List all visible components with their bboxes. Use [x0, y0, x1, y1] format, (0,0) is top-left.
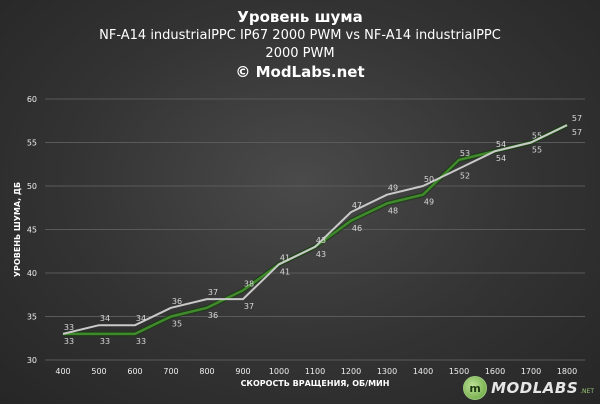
y-tick-label-6: 60: [27, 95, 37, 104]
x-tick-label-3: 700: [163, 367, 178, 376]
y-tick-label-2: 40: [27, 269, 37, 278]
series-2-data-label-0: 33: [64, 323, 74, 332]
series-2-data-label-4: 37: [208, 288, 218, 297]
x-tick-label-12: 1600: [485, 367, 505, 376]
series-2-data-label-2: 34: [136, 314, 146, 323]
series-1-data-label-9: 48: [388, 206, 398, 215]
x-tick-label-4: 800: [199, 367, 214, 376]
y-tick-label-1: 35: [27, 313, 37, 322]
chart-subtitle-line2: 2000 PWM: [265, 46, 335, 61]
series-1-data-label-10: 49: [424, 198, 434, 207]
y-axis-label: УРОВЕНЬ ШУМА, ДБ: [13, 182, 22, 277]
modlabs-logo-icon: m: [463, 376, 488, 400]
x-tick-label-0: 400: [55, 367, 70, 376]
series-2-data-label-1: 34: [100, 314, 110, 323]
series-1-data-label-7: 43: [316, 250, 326, 259]
x-tick-label-10: 1400: [413, 367, 433, 376]
y-tick-label-4: 50: [27, 182, 37, 191]
series-1-data-label-5: 38: [244, 279, 254, 288]
series-2-data-label-3: 36: [172, 297, 182, 306]
series-2-data-label-12: 54: [496, 140, 506, 149]
chart-copyright: © ModLabs.net: [235, 63, 365, 81]
series-1-data-label-13: 55: [532, 146, 542, 155]
x-tick-label-9: 1300: [377, 367, 397, 376]
x-tick-label-13: 1700: [521, 367, 541, 376]
series-2-data-label-13: 55: [532, 132, 542, 141]
x-tick-label-8: 1200: [341, 367, 361, 376]
series-2-data-label-5: 37: [244, 302, 254, 311]
y-tick-label-0: 30: [27, 356, 37, 365]
chart-subtitle-line1: NF-A14 industrialPPC IP67 2000 PWM vs NF…: [99, 28, 501, 43]
series-1-data-label-1: 33: [100, 337, 110, 346]
x-tick-label-6: 1000: [269, 367, 289, 376]
modlabs-logo-text: MODLABS: [491, 379, 579, 397]
series-1-data-label-12: 54: [496, 154, 506, 163]
series-1-data-label-4: 36: [208, 311, 218, 320]
series-1-data-label-3: 35: [172, 320, 182, 329]
series-2-data-label-8: 47: [352, 201, 362, 210]
chart-title: Уровень шума: [237, 8, 363, 26]
series-1-data-label-0: 33: [64, 337, 74, 346]
modlabs-logo: m MODLABS .NET: [463, 376, 594, 400]
series-2-data-label-6: 41: [280, 253, 290, 262]
x-tick-label-5: 900: [235, 367, 250, 376]
x-tick-label-2: 600: [127, 367, 142, 376]
y-tick-label-3: 45: [27, 226, 37, 235]
series-2-data-label-10: 50: [424, 175, 434, 184]
chart-titles: Уровень шума NF-A14 industrialPPC IP67 2…: [0, 8, 600, 82]
x-tick-label-14: 1800: [557, 367, 577, 376]
series-2-data-label-14: 57: [572, 114, 582, 123]
series-1-data-label-6: 41: [280, 267, 290, 276]
series-1-data-label-14: 57: [572, 128, 582, 137]
series-2-data-label-11: 52: [460, 172, 470, 181]
modlabs-logo-suffix: .NET: [580, 387, 594, 395]
x-tick-label-1: 500: [91, 367, 106, 376]
x-tick-label-11: 1500: [449, 367, 469, 376]
series-2-line: [62, 124, 568, 335]
series-1-data-label-8: 46: [352, 224, 362, 233]
series-2-data-label-7: 43: [316, 236, 326, 245]
series-1-data-label-2: 33: [136, 337, 146, 346]
series-2-data-label-9: 49: [388, 184, 398, 193]
x-axis-label: СКОРОСТЬ ВРАЩЕНИЯ, ОБ/МИН: [241, 379, 390, 388]
y-tick-label-5: 55: [27, 139, 37, 148]
x-tick-label-7: 1100: [305, 367, 325, 376]
series-1-data-label-11: 53: [460, 149, 470, 158]
